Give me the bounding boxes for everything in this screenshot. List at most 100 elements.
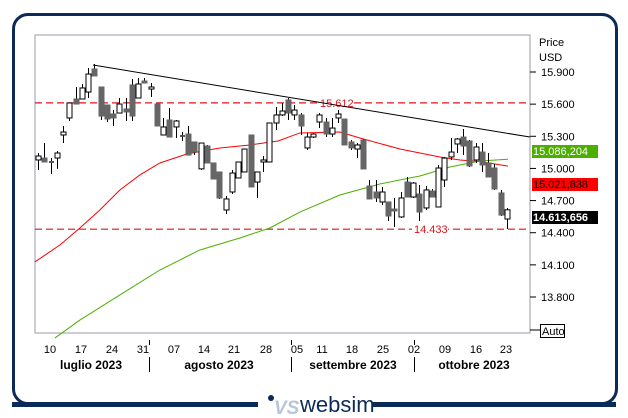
candle-body [385,201,392,217]
candle-body [279,110,286,116]
candle [216,171,223,199]
candle [154,103,161,127]
date-label: 10 [44,344,56,356]
candle [135,78,142,99]
date-label: 07 [168,344,180,356]
candle-body [498,192,505,216]
candle-body [79,87,86,100]
candle-body [298,114,305,127]
auto-label: Auto [542,326,565,338]
candle [323,117,330,138]
candle-body [310,133,317,138]
candle [229,170,236,195]
candle-body [473,146,480,161]
candle [354,143,361,159]
candle [316,113,323,129]
candle [110,110,117,127]
date-label: 05 [291,344,303,356]
candle-body [154,103,161,127]
resistance-label-bg [318,96,354,109]
candle-body [373,191,380,199]
candle [385,201,392,222]
support-label-bg [412,223,448,236]
axis-unit: USD [539,52,562,64]
auto-scale-button[interactable]: Auto [530,324,565,339]
candle [266,122,273,163]
candle [329,117,336,138]
candle [123,98,130,121]
y-tick-label: 14.100 [541,260,575,272]
candle [210,162,217,180]
candle-body [223,198,230,211]
candle [479,143,486,172]
candle-body [98,86,105,117]
candle-body [485,162,492,178]
candle-body [85,73,92,93]
candle-body [160,126,167,136]
date-label: 11 [316,344,327,356]
candle [341,118,348,146]
candle [160,117,167,136]
candle-body [110,113,117,119]
x-axis: 10 17 24 31 07 14 21 28 05 11 18 25 02 09 16 23 luglio 2… [44,340,512,372]
candle-body [329,127,336,135]
ma-green-badge [532,145,598,158]
candle [60,126,67,144]
price-badges: 15.086,204 15.021,838 14.613,656 [532,145,598,224]
candle [49,158,54,175]
candle-body [123,108,130,113]
date-label: 18 [346,344,358,356]
candle [429,189,436,198]
candle-body [41,157,48,163]
candle-body [141,80,148,84]
candle-body [241,148,248,173]
y-tick-label: 15.300 [541,131,575,143]
candle-body [204,145,211,164]
candle [54,150,61,169]
candle [204,144,211,164]
candle-body [60,131,67,136]
candle-body [35,155,42,161]
candle [85,68,92,99]
candle-body [260,159,267,163]
candle-body [341,118,348,146]
date-label: 24 [106,344,118,356]
last-price-badge [532,211,598,224]
month-label: settembre 2023 [309,358,397,372]
candle [91,63,98,77]
candle-body [435,167,442,208]
candle [410,182,417,199]
candle-body [166,119,173,138]
candle [366,180,373,200]
candle [466,140,473,168]
candle-body [229,172,236,193]
footer-rule-right [372,402,616,407]
candle-body [191,141,198,153]
candle [423,186,430,211]
candle [473,143,480,163]
websim-logo: VS websim [258,392,383,418]
candle [454,138,461,154]
candle-body [54,152,61,159]
candle [166,108,173,138]
candle-body [504,209,511,220]
ma-red-badge [532,178,598,191]
candle-body [73,98,80,105]
date-label: 09 [439,344,451,356]
candle-body [66,102,73,119]
candle [248,134,255,188]
candle [73,87,80,105]
candle-body [466,140,473,167]
date-label: 31 [137,344,149,356]
candle-body [454,138,461,145]
candle-body [335,113,342,119]
candle [485,153,492,178]
axis-title: Price [539,37,564,49]
candle [273,107,280,130]
candle [304,132,311,151]
candle-body [323,121,330,135]
candle [279,102,286,117]
candle [391,198,398,228]
ma-green-value: 15.086,204 [533,146,588,158]
